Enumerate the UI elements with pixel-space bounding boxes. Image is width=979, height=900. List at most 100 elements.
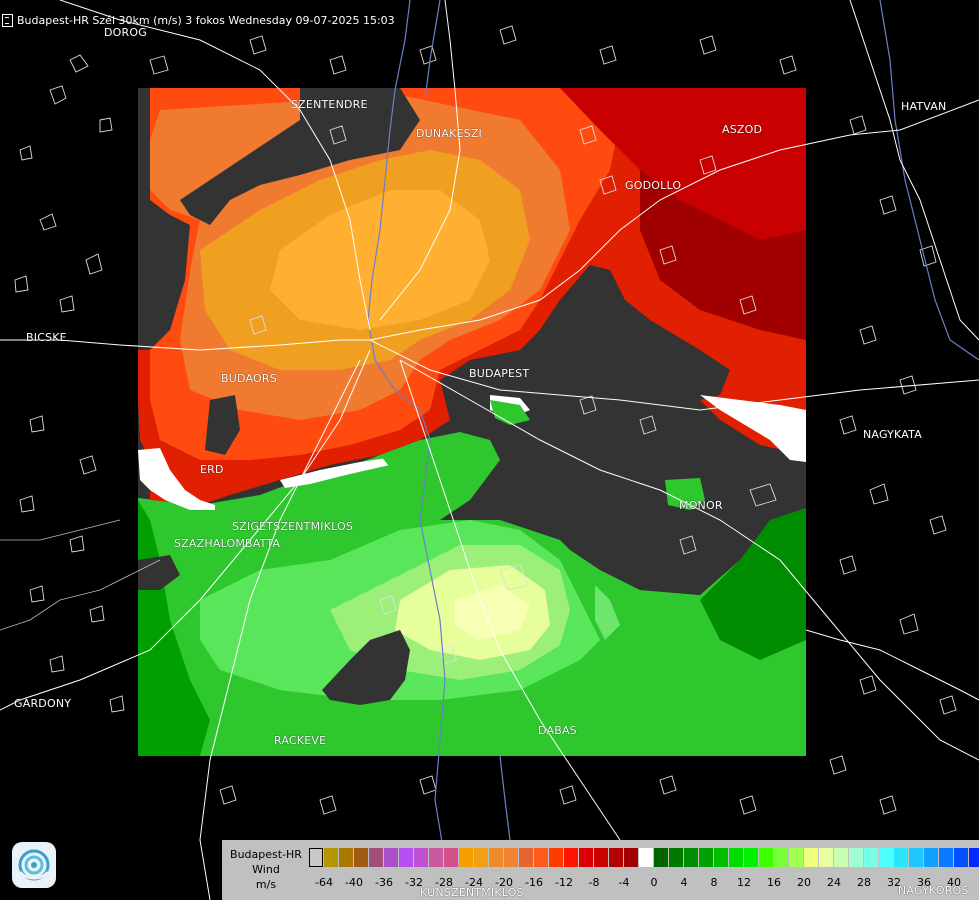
city-label-nagykoros: NAGYKOROS: [898, 884, 969, 897]
legend-swatch: [729, 848, 743, 867]
legend-tick-label: 12: [737, 876, 751, 889]
legend-tick-label: -16: [525, 876, 543, 889]
legend-swatch: [384, 848, 398, 867]
legend-swatch: [864, 848, 878, 867]
legend-tick-label: -28: [435, 876, 453, 889]
legend-swatch: [969, 848, 979, 867]
legend-swatch: [624, 848, 638, 867]
legend-swatch: [579, 848, 593, 867]
legend-tick-label: -8: [588, 876, 600, 889]
legend-swatch: [429, 848, 443, 867]
settlement-outlines: [14, 25, 957, 815]
city-label-szentendre: SZENTENDRE: [291, 98, 368, 111]
legend-swatch: [669, 848, 683, 867]
city-label-kunszentmiklos: KUNSZENTMIKLOS: [420, 886, 524, 899]
legend-tick-label: -40: [345, 876, 363, 889]
color-legend: Budapest-HR Wind m/s -64 -40 -36 -32 -28 -24-…: [222, 840, 979, 900]
legend-swatch: [804, 848, 818, 867]
legend-swatch: [774, 848, 788, 867]
legend-swatch: [324, 848, 338, 867]
legend-tick-label: 8: [710, 876, 718, 889]
legend-tick-label: -32: [405, 876, 423, 889]
city-label-rackeve: RACKEVE: [274, 734, 327, 747]
legend-swatch: [489, 848, 503, 867]
city-label-nagykata: NAGYKATA: [863, 428, 922, 441]
city-label-dorog: DOROG: [104, 26, 147, 39]
legend-swatch: [609, 848, 623, 867]
legend-swatch: [504, 848, 518, 867]
city-label-godollo: GODOLLO: [625, 179, 682, 192]
legend-swatch: [594, 848, 608, 867]
map-title-text: Budapest-HR Szél 30km (m/s) 3 fokos Wedn…: [17, 13, 395, 27]
legend-radar-name: Budapest-HR: [230, 848, 302, 861]
legend-swatch: [549, 848, 563, 867]
legend-swatch: [819, 848, 833, 867]
city-label-szazhalombatta: SZAZHALOMBATTA: [174, 537, 281, 550]
legend-swatch: [444, 848, 458, 867]
city-label-bicske: BICSKE: [26, 331, 67, 344]
legend-swatch: [894, 848, 908, 867]
legend-swatch: [459, 848, 473, 867]
legend-swatch: [879, 848, 893, 867]
legend-tick-label: 24: [827, 876, 841, 889]
legend-quantity: Wind: [252, 863, 280, 876]
city-label-aszod: ASZOD: [722, 123, 763, 136]
legend-tick-label: 28: [857, 876, 871, 889]
legend-swatch: [639, 848, 653, 867]
legend-swatch: [924, 848, 938, 867]
city-label-szigetszentmiklos: SZIGETSZENTMIKLOS: [232, 520, 354, 533]
city-label-erd: ERD: [200, 463, 224, 476]
legend-swatch: [834, 848, 848, 867]
legend-tick-label: 4: [680, 876, 688, 889]
legend-swatch: [789, 848, 803, 867]
legend-swatch: [339, 848, 353, 867]
legend-tick-label: -20: [495, 876, 513, 889]
legend-swatch: [399, 848, 413, 867]
city-label-dunakeszi: DUNAKESZI: [416, 127, 483, 140]
legend-tick-label: 32: [887, 876, 901, 889]
legend-swatch: [699, 848, 713, 867]
city-label-dabas: DABAS: [538, 724, 577, 737]
legend-swatch: [369, 848, 383, 867]
rivers: [367, 0, 979, 900]
document-icon: [2, 13, 13, 27]
legend-swatch: [759, 848, 773, 867]
legend-tick-label: 40: [947, 876, 961, 889]
city-label-gardony: GARDONY: [14, 697, 72, 710]
legend-tick-label: -36: [375, 876, 393, 889]
legend-title: Budapest-HR Wind m/s: [226, 847, 306, 892]
legend-swatch: [564, 848, 578, 867]
legend-tick-label: 0: [650, 876, 658, 889]
legend-tick-label: 20: [797, 876, 811, 889]
legend-tick-label: 16: [767, 876, 781, 889]
map-title: Budapest-HR Szél 30km (m/s) 3 fokos Wedn…: [0, 12, 395, 28]
legend-swatch: [309, 848, 323, 867]
legend-swatch: [654, 848, 668, 867]
legend-swatch: [909, 848, 923, 867]
legend-swatch: [714, 848, 728, 867]
legend-tick-label: -64: [315, 876, 333, 889]
legend-tick-label: -4: [618, 876, 630, 889]
legend-swatch: [954, 848, 968, 867]
legend-swatch: [519, 848, 533, 867]
legend-swatch: [939, 848, 953, 867]
city-label-budaors: BUDAORS: [221, 372, 277, 385]
legend-swatch: [849, 848, 863, 867]
legend-tick-label: -12: [555, 876, 573, 889]
legend-swatch: [414, 848, 428, 867]
legend-unit: m/s: [255, 878, 277, 891]
legend-tick-label: 36: [917, 876, 931, 889]
legend-tick-label: -24: [465, 876, 483, 889]
city-label-monor: MONOR: [679, 499, 723, 512]
legend-swatches: [309, 848, 979, 867]
city-label-budapest: BUDAPEST: [469, 367, 530, 380]
met-service-logo: [12, 842, 56, 888]
legend-swatch: [474, 848, 488, 867]
legend-swatch: [684, 848, 698, 867]
legend-swatch: [534, 848, 548, 867]
city-label-hatvan: HATVAN: [901, 100, 947, 113]
legend-swatch: [354, 848, 368, 867]
legend-swatch: [744, 848, 758, 867]
